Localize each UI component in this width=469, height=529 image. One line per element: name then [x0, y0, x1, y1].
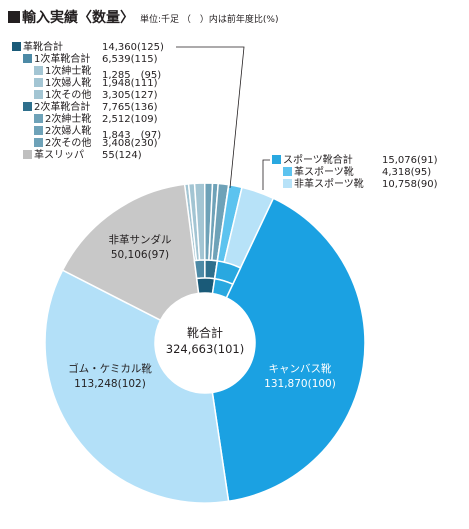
legend-item: 革スリッパ — [23, 150, 84, 162]
legend-swatch — [34, 78, 43, 87]
legend-swatch — [12, 42, 21, 51]
legend-item: 革靴合計 — [12, 42, 63, 54]
legend-swatch — [34, 90, 43, 99]
legend-value: 7,765(136) — [102, 102, 158, 113]
slice-10 — [44, 269, 230, 504]
legend-value: 3,305(127) — [102, 90, 158, 101]
legend-value: 6,539(115) — [102, 54, 158, 65]
legend-item: 1次婦人靴 — [34, 78, 91, 90]
slice-value-rubber: 113,248(102) — [74, 378, 146, 390]
band-0 — [193, 259, 206, 280]
legend-swatch — [23, 150, 32, 159]
legend-label: 2次紳士靴 — [45, 114, 92, 125]
center-value: 324,663(101) — [166, 342, 244, 356]
legend-label: 1次婦人靴 — [45, 78, 92, 89]
legend-swatch — [34, 138, 43, 147]
legend-swatch — [34, 114, 43, 123]
legend-label: 革スリッパ — [34, 150, 84, 161]
legend-swatch — [283, 179, 292, 188]
legend-value: 55(124) — [102, 150, 142, 161]
leader-line-leather — [176, 46, 245, 189]
slice-value-canvas: 131,870(100) — [264, 378, 336, 390]
center-hole — [156, 294, 254, 392]
legend-item: 2次紳士靴 — [34, 114, 91, 126]
legend-label: 革靴合計 — [23, 42, 63, 53]
legend-item: 2次革靴合計 — [23, 102, 90, 114]
legend-swatch — [34, 126, 43, 135]
legend-item: 1次紳士靴 — [34, 66, 91, 78]
title-text: 輸入実績〈数量〉 — [22, 10, 134, 26]
legend-value: 1,843 (97) — [102, 130, 162, 141]
legend-label: スポーツ靴合計 — [283, 155, 353, 166]
legend-item: 革スポーツ靴 — [283, 167, 354, 179]
slice-11 — [61, 183, 200, 322]
title-square-icon — [8, 11, 20, 23]
legend-item: 2次その他 — [34, 138, 91, 150]
center-label: 靴合計 — [187, 325, 223, 340]
legend-value: 14,360(125) — [102, 42, 164, 53]
legend-item: 非革スポーツ靴 — [283, 179, 364, 191]
legend-value: 2,512(109) — [102, 114, 158, 125]
slice-9 — [211, 197, 366, 503]
legend-swatch — [23, 102, 32, 111]
leader-line-sports — [262, 159, 270, 190]
legend-value: 4,318(95) — [382, 167, 432, 178]
core-0 — [195, 277, 216, 295]
legend-value: 1,285 (95) — [102, 70, 162, 81]
legend-value: 10,758(90) — [382, 179, 438, 190]
core-1 — [211, 277, 234, 299]
legend-label: 2次婦人靴 — [45, 126, 92, 137]
legend-label: 1次革靴合計 — [34, 54, 91, 65]
slice-label-sandals: 非革サンダル — [109, 233, 172, 246]
legend-label: 1次紳士靴 — [45, 66, 92, 77]
legend-item: 2次婦人靴 — [34, 126, 91, 138]
slice-label-rubber: ゴム・ケミカル靴 — [68, 362, 152, 375]
legend-label: 2次革靴合計 — [34, 102, 91, 113]
chart-title: 輸入実績〈数量〉 単位:千足 （ ）内は前年度比(%) — [8, 7, 278, 27]
legend-item: 1次革靴合計 — [23, 54, 90, 66]
legend-value: 1,948(111) — [102, 78, 158, 89]
legend-swatch — [272, 155, 281, 164]
legend-label: 2次その他 — [45, 138, 92, 149]
legend-label: 非革スポーツ靴 — [294, 179, 364, 190]
legend-item: 1次その他 — [34, 90, 91, 102]
legend-item: スポーツ靴合計 — [272, 155, 353, 167]
slice-label-canvas: キャンバス靴 — [269, 362, 332, 375]
legend-swatch — [34, 66, 43, 75]
legend-swatch — [283, 167, 292, 176]
unit-note: 単位:千足 （ ）内は前年度比(%) — [140, 15, 279, 25]
legend-swatch — [23, 54, 32, 63]
legend-value: 3,408(230) — [102, 138, 158, 149]
slice-value-sandals: 50,106(97) — [111, 249, 169, 261]
legend-value: 15,076(91) — [382, 155, 438, 166]
legend-label: 1次その他 — [45, 90, 92, 101]
legend-label: 革スポーツ靴 — [294, 167, 354, 178]
